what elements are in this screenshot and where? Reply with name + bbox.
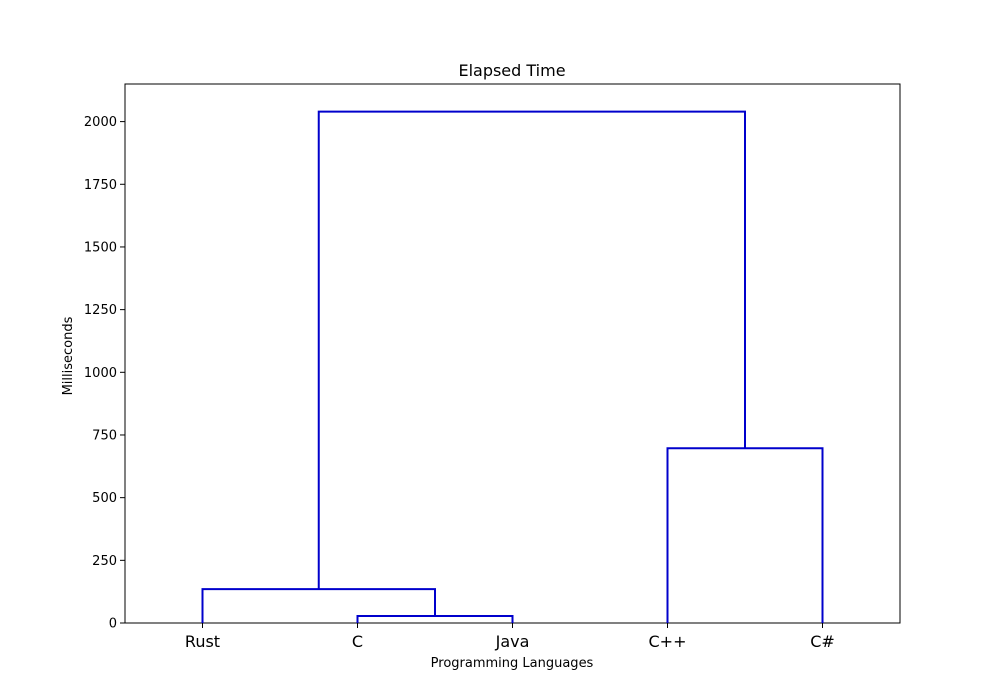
x-axis-label: Programming Languages [431, 656, 594, 671]
x-axis: Rust C Java C++ C# [185, 623, 835, 651]
chart-title: Elapsed Time [458, 61, 565, 80]
dendrogram-link [666, 447, 824, 623]
y-tick-label: 0 [109, 617, 117, 632]
y-axis: 0 250 500 750 1000 1250 1500 1750 2000 [84, 115, 125, 632]
y-tick-label: 750 [92, 428, 117, 443]
dendrogram-link [356, 614, 514, 623]
x-tick-label: C [352, 632, 363, 651]
y-tick-label: 2000 [84, 115, 117, 130]
x-tick-label: Java [495, 632, 530, 651]
y-tick-label: 1000 [84, 366, 117, 381]
y-tick-label: 1750 [84, 178, 117, 193]
dendrogram-links [201, 110, 824, 623]
x-tick-label: Rust [185, 632, 220, 651]
plot-area-frame [124, 83, 901, 624]
y-tick-label: 250 [92, 554, 117, 569]
x-tick-label: C# [810, 632, 835, 651]
y-tick-label: 1250 [84, 303, 117, 318]
y-axis-label: Milliseconds [61, 316, 76, 395]
dendrogram-link [317, 110, 746, 590]
y-tick-label: 1500 [84, 240, 117, 255]
y-tick-label: 500 [92, 491, 117, 506]
x-tick-label: C++ [649, 632, 687, 651]
dendrogram-link [201, 588, 436, 623]
